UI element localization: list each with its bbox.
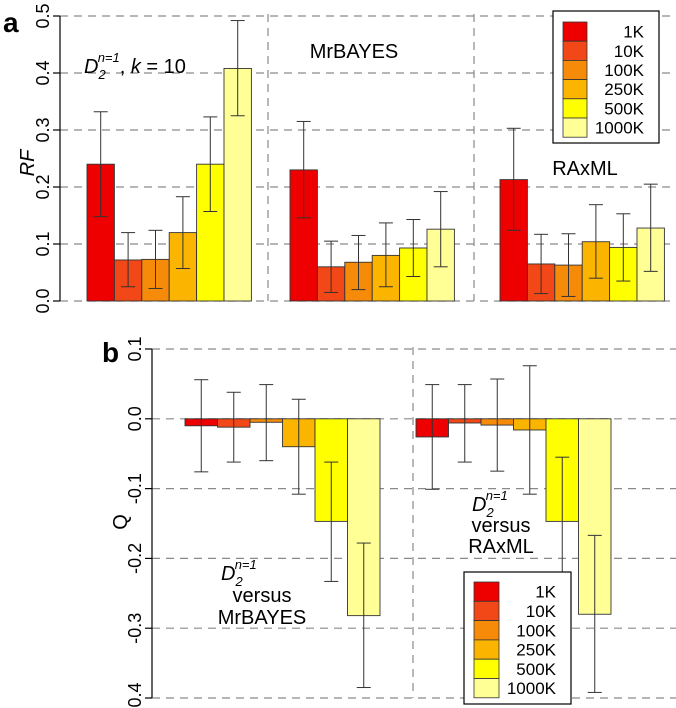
group-label-superscript: n=1 (98, 50, 120, 65)
panel-a-group-3-label: RAxML (552, 158, 618, 180)
panel-b-bars (184, 365, 612, 693)
panel-b-group-1-label: D2 n=1 versus MrBAYES (218, 557, 307, 629)
group-label-line-2: versus (233, 585, 292, 607)
legend-label: 1000K (595, 119, 645, 138)
panel-a-y-axis-label: RF (17, 148, 39, 176)
group-label-line-2: versus (472, 515, 531, 537)
panel-a-label: a (3, 7, 19, 38)
panel-a-group-2-label: MrBAYES (310, 41, 399, 63)
legend-swatch (473, 581, 500, 602)
y-tick-label: 0.0 (33, 288, 53, 313)
legend-swatch (562, 60, 588, 81)
panel-b-group-2-label: D2 n=1 versus RAxML (468, 488, 534, 558)
legend-label: 10K (526, 602, 557, 621)
y-tick-label: -0.2 (125, 543, 145, 574)
group-label-main: D (221, 563, 235, 585)
legend-swatch (562, 21, 588, 42)
legend-label: 100K (604, 61, 644, 80)
panel-a-bars (86, 20, 665, 302)
legend-swatch (473, 678, 500, 699)
y-tick-label: 0.2 (33, 174, 53, 199)
legend-label: 250K (604, 80, 644, 99)
group-label-subscript: 2 (234, 574, 243, 589)
panel-a-grid (60, 14, 676, 302)
panel-b-y-axis-label: Q (110, 514, 132, 530)
group-label-main: D (84, 56, 98, 78)
group-label-main: D (472, 494, 486, 516)
panel-b-label: b (102, 337, 119, 368)
y-tick-label: -0.1 (125, 473, 145, 504)
legend-swatch (562, 79, 588, 100)
group-label-subscript: 2 (97, 67, 106, 82)
panel-a-group-1-label: D2 n=1, k = 10 (84, 50, 186, 82)
legend-swatch (562, 40, 588, 61)
group-label-line-3: RAxML (468, 536, 534, 558)
group-label-subscript: 2 (485, 505, 494, 520)
legend-label: 500K (604, 99, 644, 118)
group-label-superscript: n=1 (486, 488, 508, 503)
legend-swatch (473, 620, 500, 641)
group-label-k-value: = 10 (141, 56, 186, 78)
legend-swatch (473, 639, 500, 660)
legend-label: 1000K (507, 679, 557, 698)
y-tick-label: -0.3 (125, 613, 145, 644)
panel-a: a RF 0.0 0.1 0.2 0.3 0.4 0.5 D2 n=1, k = 10 Mr… (3, 3, 676, 314)
group-label-line-1: D2 n=1 (472, 488, 508, 520)
legend-swatch (562, 98, 588, 119)
group-label-k: k (131, 56, 142, 78)
legend-swatch (562, 117, 588, 138)
legend-swatch (473, 658, 500, 679)
legend-label: 1K (535, 583, 556, 602)
legend-label: 100K (516, 621, 556, 640)
legend-label: 500K (516, 660, 556, 679)
y-tick-label: 0.4 (33, 60, 53, 85)
y-tick-label: 0.3 (33, 117, 53, 142)
y-tick-label: 0.1 (33, 231, 53, 256)
panel-b-y-axis: -0.4 -0.3 -0.2 -0.1 0.0 0.1 (125, 336, 153, 708)
group-label-comma: , (120, 56, 131, 78)
y-tick-label: 0.0 (125, 406, 145, 431)
group-label-line-1: D2 n=1 (221, 557, 257, 589)
y-tick-label: -0.4 (125, 682, 145, 708)
legend-label: 1K (623, 23, 644, 42)
legend-label: 250K (516, 641, 556, 660)
legend-label: 10K (614, 42, 645, 61)
panel-b: b Q -0.4 -0.3 -0.2 -0.1 0.0 0.1 D2 n=1 versus … (102, 336, 676, 708)
group-label-line-3: MrBAYES (218, 607, 307, 629)
legend-swatch (473, 600, 500, 621)
bar (347, 418, 381, 617)
y-tick-label: 0.1 (125, 336, 145, 361)
group-label-superscript: n=1 (235, 557, 257, 572)
panel-a-y-axis: 0.0 0.1 0.2 0.3 0.4 0.5 (33, 3, 61, 314)
y-tick-label: 0.5 (33, 3, 53, 28)
